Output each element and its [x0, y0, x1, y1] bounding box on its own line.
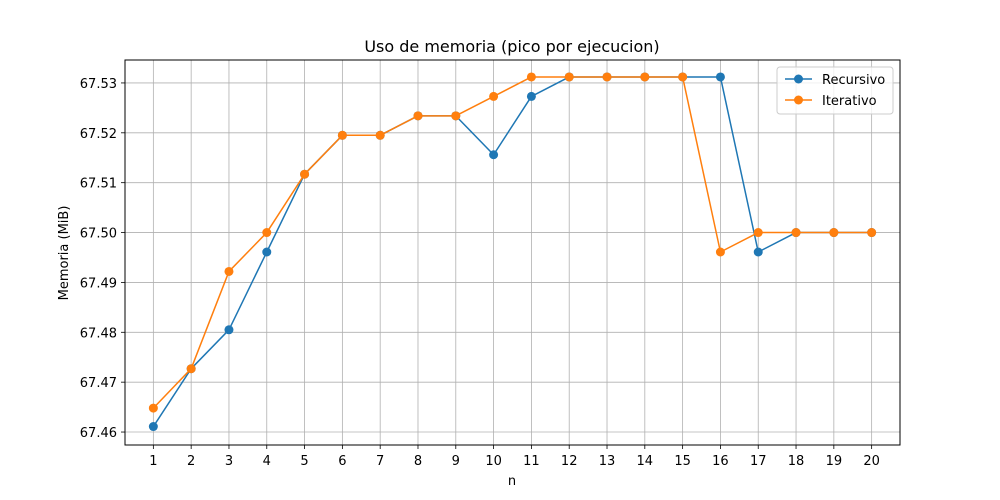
y-tick-label: 67.50 [80, 227, 117, 242]
grid [125, 60, 900, 445]
x-axis: 1 2 3 4 5 6 7 8 9 10 11 12 13 14 15 16 17 18 19 20 [149, 445, 880, 469]
y-tick-label: 67.48 [80, 326, 117, 341]
y-tick-label: 67.52 [80, 127, 117, 142]
data-point-recursivo [753, 247, 763, 257]
x-tick-label: 16 [712, 454, 729, 469]
data-point-iterativo [640, 72, 650, 82]
series-line-iterativo [152, 76, 872, 409]
data-point-iterativo [678, 72, 688, 82]
data-point-iterativo [489, 91, 499, 101]
plot-frame [124, 59, 901, 446]
x-tick-label: 5 [300, 454, 308, 469]
series-layer [148, 72, 877, 432]
data-point-iterativo [375, 130, 385, 140]
legend-label-recursivo: Recursivo [822, 73, 885, 88]
chart-title: Uso de memoria (pico por ejecucion) [364, 37, 659, 56]
x-tick-label: 7 [376, 454, 384, 469]
legend-marker-iterativo [794, 95, 803, 105]
x-tick-label: 9 [452, 454, 460, 469]
data-point-iterativo [300, 169, 310, 179]
data-point-iterativo [337, 130, 347, 140]
y-axis: 67.46 67.47 67.48 67.49 67.50 67.51 67.52 67.53 [80, 77, 125, 441]
x-tick-label: 8 [414, 454, 422, 469]
data-point-iterativo [829, 228, 839, 238]
x-tick-label: 2 [187, 454, 195, 469]
data-point-recursivo [526, 91, 536, 101]
x-tick-label: 6 [338, 454, 346, 469]
data-point-iterativo [526, 72, 536, 82]
x-tick-label: 17 [750, 454, 767, 469]
x-tick-label: 4 [263, 454, 271, 469]
data-point-recursivo [715, 72, 725, 82]
legend-marker-recursivo [794, 74, 803, 84]
data-point-iterativo [148, 403, 158, 413]
data-point-recursivo [262, 247, 272, 257]
x-tick-label: 18 [788, 454, 805, 469]
legend-label-iterativo: Iterativo [822, 94, 877, 109]
data-point-iterativo [867, 228, 877, 238]
y-axis-title: Memoria (MiB) [57, 206, 72, 301]
data-point-iterativo [753, 228, 763, 238]
x-tick-label: 15 [674, 454, 691, 469]
y-tick-label: 67.46 [80, 426, 117, 441]
y-tick-label: 67.51 [80, 177, 117, 192]
data-point-recursivo [224, 325, 234, 335]
legend: Recursivo Iterativo [776, 66, 894, 115]
data-point-recursivo [148, 422, 158, 432]
data-point-iterativo [564, 72, 574, 82]
x-tick-label: 13 [599, 454, 616, 469]
x-tick-label: 19 [826, 454, 843, 469]
x-tick-label: 14 [637, 454, 654, 469]
y-tick-label: 67.53 [80, 77, 117, 92]
x-tick-label: 12 [561, 454, 578, 469]
data-point-iterativo [602, 72, 612, 82]
x-tick-label: 1 [149, 454, 157, 469]
x-tick-label: 3 [225, 454, 233, 469]
x-tick-label: 11 [523, 454, 540, 469]
x-tick-label: 10 [485, 454, 502, 469]
x-tick-label: 20 [863, 454, 880, 469]
data-point-iterativo [715, 247, 725, 257]
data-point-iterativo [791, 228, 801, 238]
series-line-recursivo [152, 76, 872, 427]
data-point-iterativo [262, 228, 272, 238]
data-point-recursivo [489, 150, 499, 160]
data-point-iterativo [186, 364, 196, 374]
data-point-iterativo [413, 111, 423, 121]
y-tick-label: 67.49 [80, 276, 117, 291]
y-tick-label: 67.47 [80, 376, 117, 391]
x-axis-title: n [508, 474, 516, 489]
data-point-iterativo [451, 111, 461, 121]
data-point-iterativo [224, 266, 234, 276]
